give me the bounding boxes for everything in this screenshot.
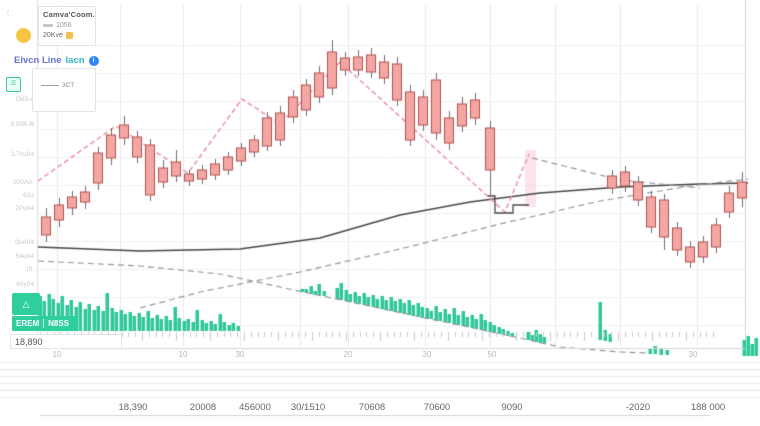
y-axis-label: 9.00K-B — [10, 121, 35, 128]
bottom-row-value: 70608 — [358, 402, 386, 413]
x-axis-tick-label: 30 — [688, 350, 698, 359]
chart-legend-panel: Camva'Coom. 1056 20Kve — [38, 6, 96, 46]
x-axis-tick-label: 50 — [487, 350, 497, 359]
y-axis-label: 62a — [23, 192, 34, 199]
y-axis-label: 2Pu04 — [15, 205, 34, 212]
volume-label-right: N8SS — [48, 319, 70, 328]
legend-value-1: 1056 — [56, 22, 72, 29]
volume-tool-button[interactable]: △ — [12, 293, 40, 315]
legend-swatch-gray — [43, 24, 53, 27]
x-axis-tick-label: 20 — [343, 350, 353, 359]
bottom-row-value: 20008 — [189, 402, 217, 413]
indicator-name-secondary[interactable]: lacn — [65, 55, 85, 66]
volume-label-left: EREM — [16, 319, 40, 328]
ma-key-label: 3CT — [62, 82, 75, 89]
volume-label-bar[interactable]: EREM N8SS — [12, 316, 78, 331]
y-axis-label: 000A0- — [13, 179, 34, 186]
triangle-icon: △ — [22, 299, 30, 309]
legend-value-2: 20Kve — [43, 32, 63, 39]
y-axis-label: 3.7cu04 — [10, 151, 34, 158]
bottom-row-value: 70600 — [423, 402, 451, 413]
indicator-legend-row[interactable]: Elvcn Line lacn i — [14, 55, 99, 66]
x-axis-tick-label: 30 — [235, 350, 245, 359]
ma-line-sample — [41, 85, 59, 86]
price-readout: 18,890 — [10, 334, 122, 349]
indicator-name[interactable]: Elvcn Line — [14, 55, 62, 66]
list-toggle-icon[interactable]: ☰ — [6, 77, 21, 92]
label-divider — [43, 319, 45, 328]
bottom-row-value: 9090 — [501, 402, 523, 413]
ma-legend-panel: 3CT — [32, 68, 96, 112]
bottom-row-value: 456000 — [239, 402, 271, 413]
y-axis-label: 0uA04 — [15, 239, 34, 246]
info-icon[interactable]: i — [88, 55, 99, 66]
legend-title: Camva'Coom. — [43, 10, 95, 19]
yellow-dot-icon[interactable] — [16, 28, 31, 43]
y-axis-label: Od3-u — [15, 96, 34, 103]
bottom-row-value: 30/1510 — [290, 402, 326, 413]
x-axis-tick-label: 10 — [178, 350, 188, 359]
y-axis-label: 60y04 — [16, 281, 34, 288]
y-axis-label: (0. — [26, 266, 34, 273]
x-axis-tick-label: 30 — [422, 350, 432, 359]
yellow-square-icon — [65, 32, 73, 39]
bottom-row-value: 18,390 — [118, 402, 148, 413]
decorative-mark: ( , — [7, 10, 14, 17]
bottom-row-value: -2020 — [625, 402, 651, 413]
x-axis-tick-label: 10 — [52, 350, 62, 359]
bottom-row-value: 188 000 — [690, 402, 726, 413]
y-axis-label: 54u04 — [15, 253, 34, 260]
